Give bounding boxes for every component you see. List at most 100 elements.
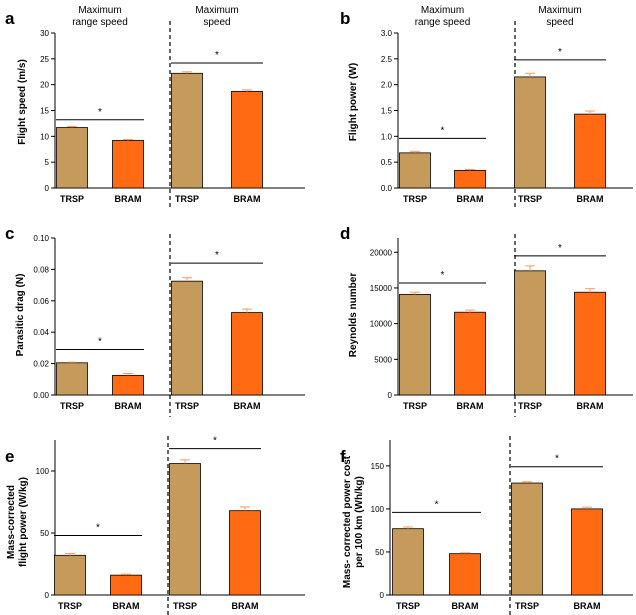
y-tick-label: 0.02: [33, 360, 49, 369]
y-tick-label: 0.06: [33, 297, 49, 306]
y-axis-label: per 100 km (Wh/kg): [354, 476, 365, 568]
y-tick-label: 2.0: [381, 81, 393, 90]
bar-trsp: [56, 127, 88, 189]
bar-bram: [454, 311, 486, 396]
bar-trsp: [54, 554, 86, 596]
y-tick-label: 0: [45, 184, 50, 193]
significance-mark: *: [558, 47, 562, 58]
significance-mark: *: [98, 336, 102, 347]
y-axis-label: Mass-corrected: [6, 485, 17, 559]
y-tick-label: 0.10: [33, 234, 49, 243]
category-label: BRAM: [452, 601, 479, 611]
y-tick-label: 0.04: [33, 328, 49, 337]
panel-e: e Mass-corrected flight power (W/kg) 0 50 100…: [5, 436, 305, 615]
bar-trsp: [56, 362, 88, 396]
group-label-range: Maximum: [78, 5, 121, 16]
group-label-max: Maximum: [195, 5, 238, 16]
group-label-max: speed: [546, 17, 573, 28]
significance-mark: *: [96, 522, 100, 533]
y-tick-label: 3.0: [381, 29, 393, 38]
y-tick-label: 150: [371, 462, 385, 471]
category-label: BRAM: [577, 194, 604, 204]
category-label: BRAM: [234, 401, 261, 411]
bar-trsp: [392, 528, 424, 596]
y-tick-label: 5: [45, 158, 50, 167]
category-label: BRAM: [115, 401, 142, 411]
group-label-range: range speed: [72, 17, 128, 28]
y-tick-label: 0.00: [33, 391, 49, 400]
significance-mark: *: [555, 454, 559, 465]
significance-mark: *: [98, 107, 102, 118]
y-axis-label: Parasitic drag (N): [15, 274, 26, 357]
category-label: TRSP: [175, 194, 199, 204]
category-label: BRAM: [577, 401, 604, 411]
y-axis-label: Reynolds number: [348, 273, 359, 358]
bar-bram: [574, 113, 606, 189]
panel-letter: c: [5, 224, 14, 243]
panel-letter: f: [340, 447, 346, 466]
panel-b: b Flight power (W) 0.0 0.5 1.0 1.5 2.0 2.5 3.0 TR…: [340, 5, 633, 210]
category-label: BRAM: [115, 194, 142, 204]
y-tick-label: 1.0: [381, 132, 393, 141]
y-tick-label: 100: [371, 505, 385, 514]
y-tick-label: 1.5: [381, 107, 393, 116]
y-tick-label: 0: [380, 591, 385, 600]
bar-trsp: [399, 293, 431, 396]
y-tick-label: 15: [40, 107, 49, 116]
bar-bram: [231, 312, 263, 396]
y-tick-label: 50: [375, 548, 384, 557]
category-label: BRAM: [113, 601, 140, 611]
category-label: TRSP: [396, 601, 420, 611]
y-tick-label: 15000: [370, 284, 393, 293]
group-label-max: Maximum: [538, 5, 581, 16]
y-tick-label: 0.0: [381, 184, 393, 193]
bar-trsp: [399, 152, 431, 189]
panel-letter: b: [340, 9, 350, 28]
panel-c: c Parasitic drag (N) 0.00 0.02 0.04 0.06 0.08 0…: [5, 224, 305, 417]
significance-mark: *: [441, 270, 445, 281]
y-tick-label: 0: [45, 591, 50, 600]
y-tick-label: 0: [388, 391, 393, 400]
bar-bram: [454, 170, 486, 189]
category-label: TRSP: [515, 601, 539, 611]
category-label: TRSP: [60, 194, 84, 204]
panel-letter: a: [5, 9, 15, 28]
group-label-max: speed: [203, 17, 230, 28]
bar-trsp: [514, 270, 546, 396]
bar-bram: [112, 374, 144, 396]
significance-mark: *: [215, 50, 219, 61]
significance-mark: *: [441, 125, 445, 136]
bar-bram: [229, 510, 261, 596]
bar-bram: [112, 140, 144, 189]
category-label: BRAM: [457, 194, 484, 204]
bar-trsp: [514, 76, 546, 189]
significance-mark: *: [215, 250, 219, 261]
bar-trsp: [169, 463, 201, 596]
y-tick-label: 20: [40, 81, 49, 90]
y-axis-label: Flight speed (m/s): [17, 59, 28, 145]
y-tick-label: 10000: [370, 320, 393, 329]
y-tick-label: 2.5: [381, 55, 393, 64]
category-label: BRAM: [457, 401, 484, 411]
bar-bram: [574, 291, 606, 396]
y-tick-label: 20000: [370, 248, 393, 257]
category-label: BRAM: [232, 601, 259, 611]
bar-bram: [231, 90, 263, 189]
y-tick-label: 5000: [374, 355, 392, 364]
y-tick-label: 50: [40, 529, 49, 538]
category-label: TRSP: [60, 401, 84, 411]
significance-mark: *: [558, 243, 562, 254]
bar-trsp: [171, 72, 203, 189]
group-label-range: Maximum: [421, 5, 464, 16]
y-tick-label: 30: [40, 29, 49, 38]
bar-bram: [449, 553, 481, 596]
bar-bram: [110, 574, 142, 596]
significance-mark: *: [213, 436, 217, 447]
panel-d: d Reynolds number 0 5000 10000 15000 20000 TRSP…: [340, 224, 633, 417]
category-label: TRSP: [518, 194, 542, 204]
significance-mark: *: [435, 499, 439, 510]
y-tick-label: 100: [36, 467, 50, 476]
panel-letter: d: [340, 224, 350, 243]
category-label: TRSP: [518, 401, 542, 411]
